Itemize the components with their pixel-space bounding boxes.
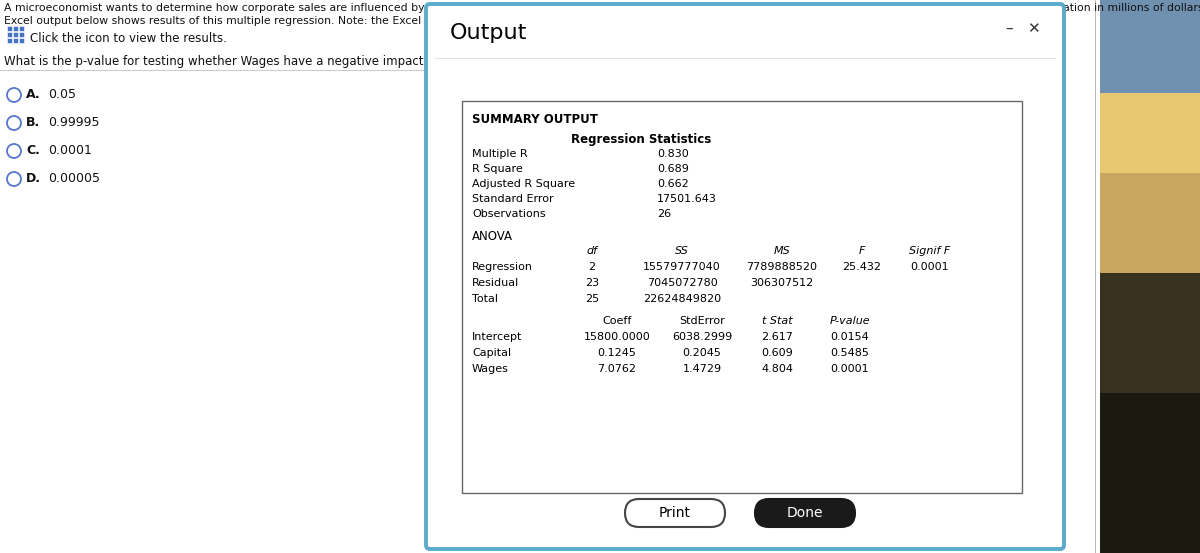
Text: Print: Print	[659, 506, 691, 520]
Text: Observations: Observations	[472, 209, 546, 219]
Text: 4.804: 4.804	[761, 364, 793, 374]
Text: B.: B.	[26, 117, 41, 129]
Text: Total: Total	[472, 294, 498, 304]
Text: 1.4729: 1.4729	[683, 364, 721, 374]
Text: A.: A.	[26, 88, 41, 102]
Text: Multiple R: Multiple R	[472, 149, 528, 159]
Text: 0.00005: 0.00005	[48, 173, 100, 185]
Text: 0.662: 0.662	[658, 179, 689, 189]
Text: 7.0762: 7.0762	[598, 364, 636, 374]
Text: 0.99995: 0.99995	[48, 117, 100, 129]
Text: SS: SS	[676, 246, 689, 256]
Text: 2.617: 2.617	[761, 332, 793, 342]
Text: P-value: P-value	[829, 316, 870, 326]
FancyBboxPatch shape	[426, 4, 1064, 549]
Text: 0.0001: 0.0001	[911, 262, 949, 272]
FancyBboxPatch shape	[19, 38, 24, 43]
FancyBboxPatch shape	[7, 26, 12, 31]
Text: 0.05: 0.05	[48, 88, 76, 102]
Text: 0.0001: 0.0001	[830, 364, 869, 374]
Text: 7045072780: 7045072780	[647, 278, 718, 288]
Text: Capital: Capital	[472, 348, 511, 358]
Text: 0.1245: 0.1245	[598, 348, 636, 358]
FancyBboxPatch shape	[1100, 173, 1200, 273]
Text: A microeconomist wants to determine how corporate sales are influenced by capita: A microeconomist wants to determine how …	[4, 3, 1200, 13]
Text: Excel output below shows results of this multiple regression. Note: the Excel re: Excel output below shows results of this…	[4, 16, 648, 26]
Text: Standard Error: Standard Error	[472, 194, 553, 204]
Text: ✕: ✕	[1027, 21, 1039, 36]
Text: D.: D.	[26, 173, 41, 185]
Text: Intercept: Intercept	[472, 332, 522, 342]
Text: Adjusted R Square: Adjusted R Square	[472, 179, 575, 189]
Text: C.: C.	[26, 144, 40, 158]
Text: Signif F: Signif F	[910, 246, 950, 256]
Text: Regression Statistics: Regression Statistics	[571, 133, 712, 146]
Text: 15579777040: 15579777040	[643, 262, 721, 272]
FancyBboxPatch shape	[462, 101, 1022, 493]
FancyBboxPatch shape	[1100, 0, 1200, 93]
Text: 15800.0000: 15800.0000	[583, 332, 650, 342]
Text: 0.0001: 0.0001	[48, 144, 92, 158]
FancyBboxPatch shape	[1100, 93, 1200, 173]
FancyBboxPatch shape	[13, 32, 18, 37]
Text: ANOVA: ANOVA	[472, 230, 514, 243]
Text: df: df	[587, 246, 598, 256]
Text: 25.432: 25.432	[842, 262, 882, 272]
FancyBboxPatch shape	[19, 26, 24, 31]
Text: R Square: R Square	[472, 164, 523, 174]
Text: 25: 25	[584, 294, 599, 304]
FancyBboxPatch shape	[13, 38, 18, 43]
Text: –: –	[1006, 21, 1013, 36]
FancyBboxPatch shape	[625, 499, 725, 527]
FancyBboxPatch shape	[1100, 273, 1200, 393]
FancyBboxPatch shape	[19, 32, 24, 37]
Text: 7789888520: 7789888520	[746, 262, 817, 272]
FancyBboxPatch shape	[755, 499, 854, 527]
Text: 0.689: 0.689	[658, 164, 689, 174]
Text: 0.2045: 0.2045	[683, 348, 721, 358]
Text: Output: Output	[450, 23, 527, 43]
Text: Residual: Residual	[472, 278, 520, 288]
Text: F: F	[859, 246, 865, 256]
Text: 0.0154: 0.0154	[830, 332, 869, 342]
Text: 23: 23	[584, 278, 599, 288]
Text: Done: Done	[787, 506, 823, 520]
Text: 22624849820: 22624849820	[643, 294, 721, 304]
FancyBboxPatch shape	[1100, 393, 1200, 553]
Text: t Stat: t Stat	[762, 316, 792, 326]
Text: StdError: StdError	[679, 316, 725, 326]
Text: MS: MS	[774, 246, 791, 256]
Text: SUMMARY OUTPUT: SUMMARY OUTPUT	[472, 113, 598, 126]
Text: Coeff: Coeff	[602, 316, 631, 326]
FancyBboxPatch shape	[7, 32, 12, 37]
Text: 0.830: 0.830	[658, 149, 689, 159]
Text: Click the icon to view the results.: Click the icon to view the results.	[30, 32, 227, 44]
Text: 2: 2	[588, 262, 595, 272]
Text: 306307512: 306307512	[750, 278, 814, 288]
Text: Wages: Wages	[472, 364, 509, 374]
FancyBboxPatch shape	[7, 38, 12, 43]
Text: 6038.2999: 6038.2999	[672, 332, 732, 342]
Text: What is the p-value for testing whether Wages have a negative impact on corporat: What is the p-value for testing whether …	[4, 55, 544, 68]
Text: Regression: Regression	[472, 262, 533, 272]
Text: 0.609: 0.609	[761, 348, 793, 358]
FancyBboxPatch shape	[13, 26, 18, 31]
Text: 0.5485: 0.5485	[830, 348, 870, 358]
Text: 26: 26	[658, 209, 671, 219]
Text: 17501.643: 17501.643	[658, 194, 716, 204]
